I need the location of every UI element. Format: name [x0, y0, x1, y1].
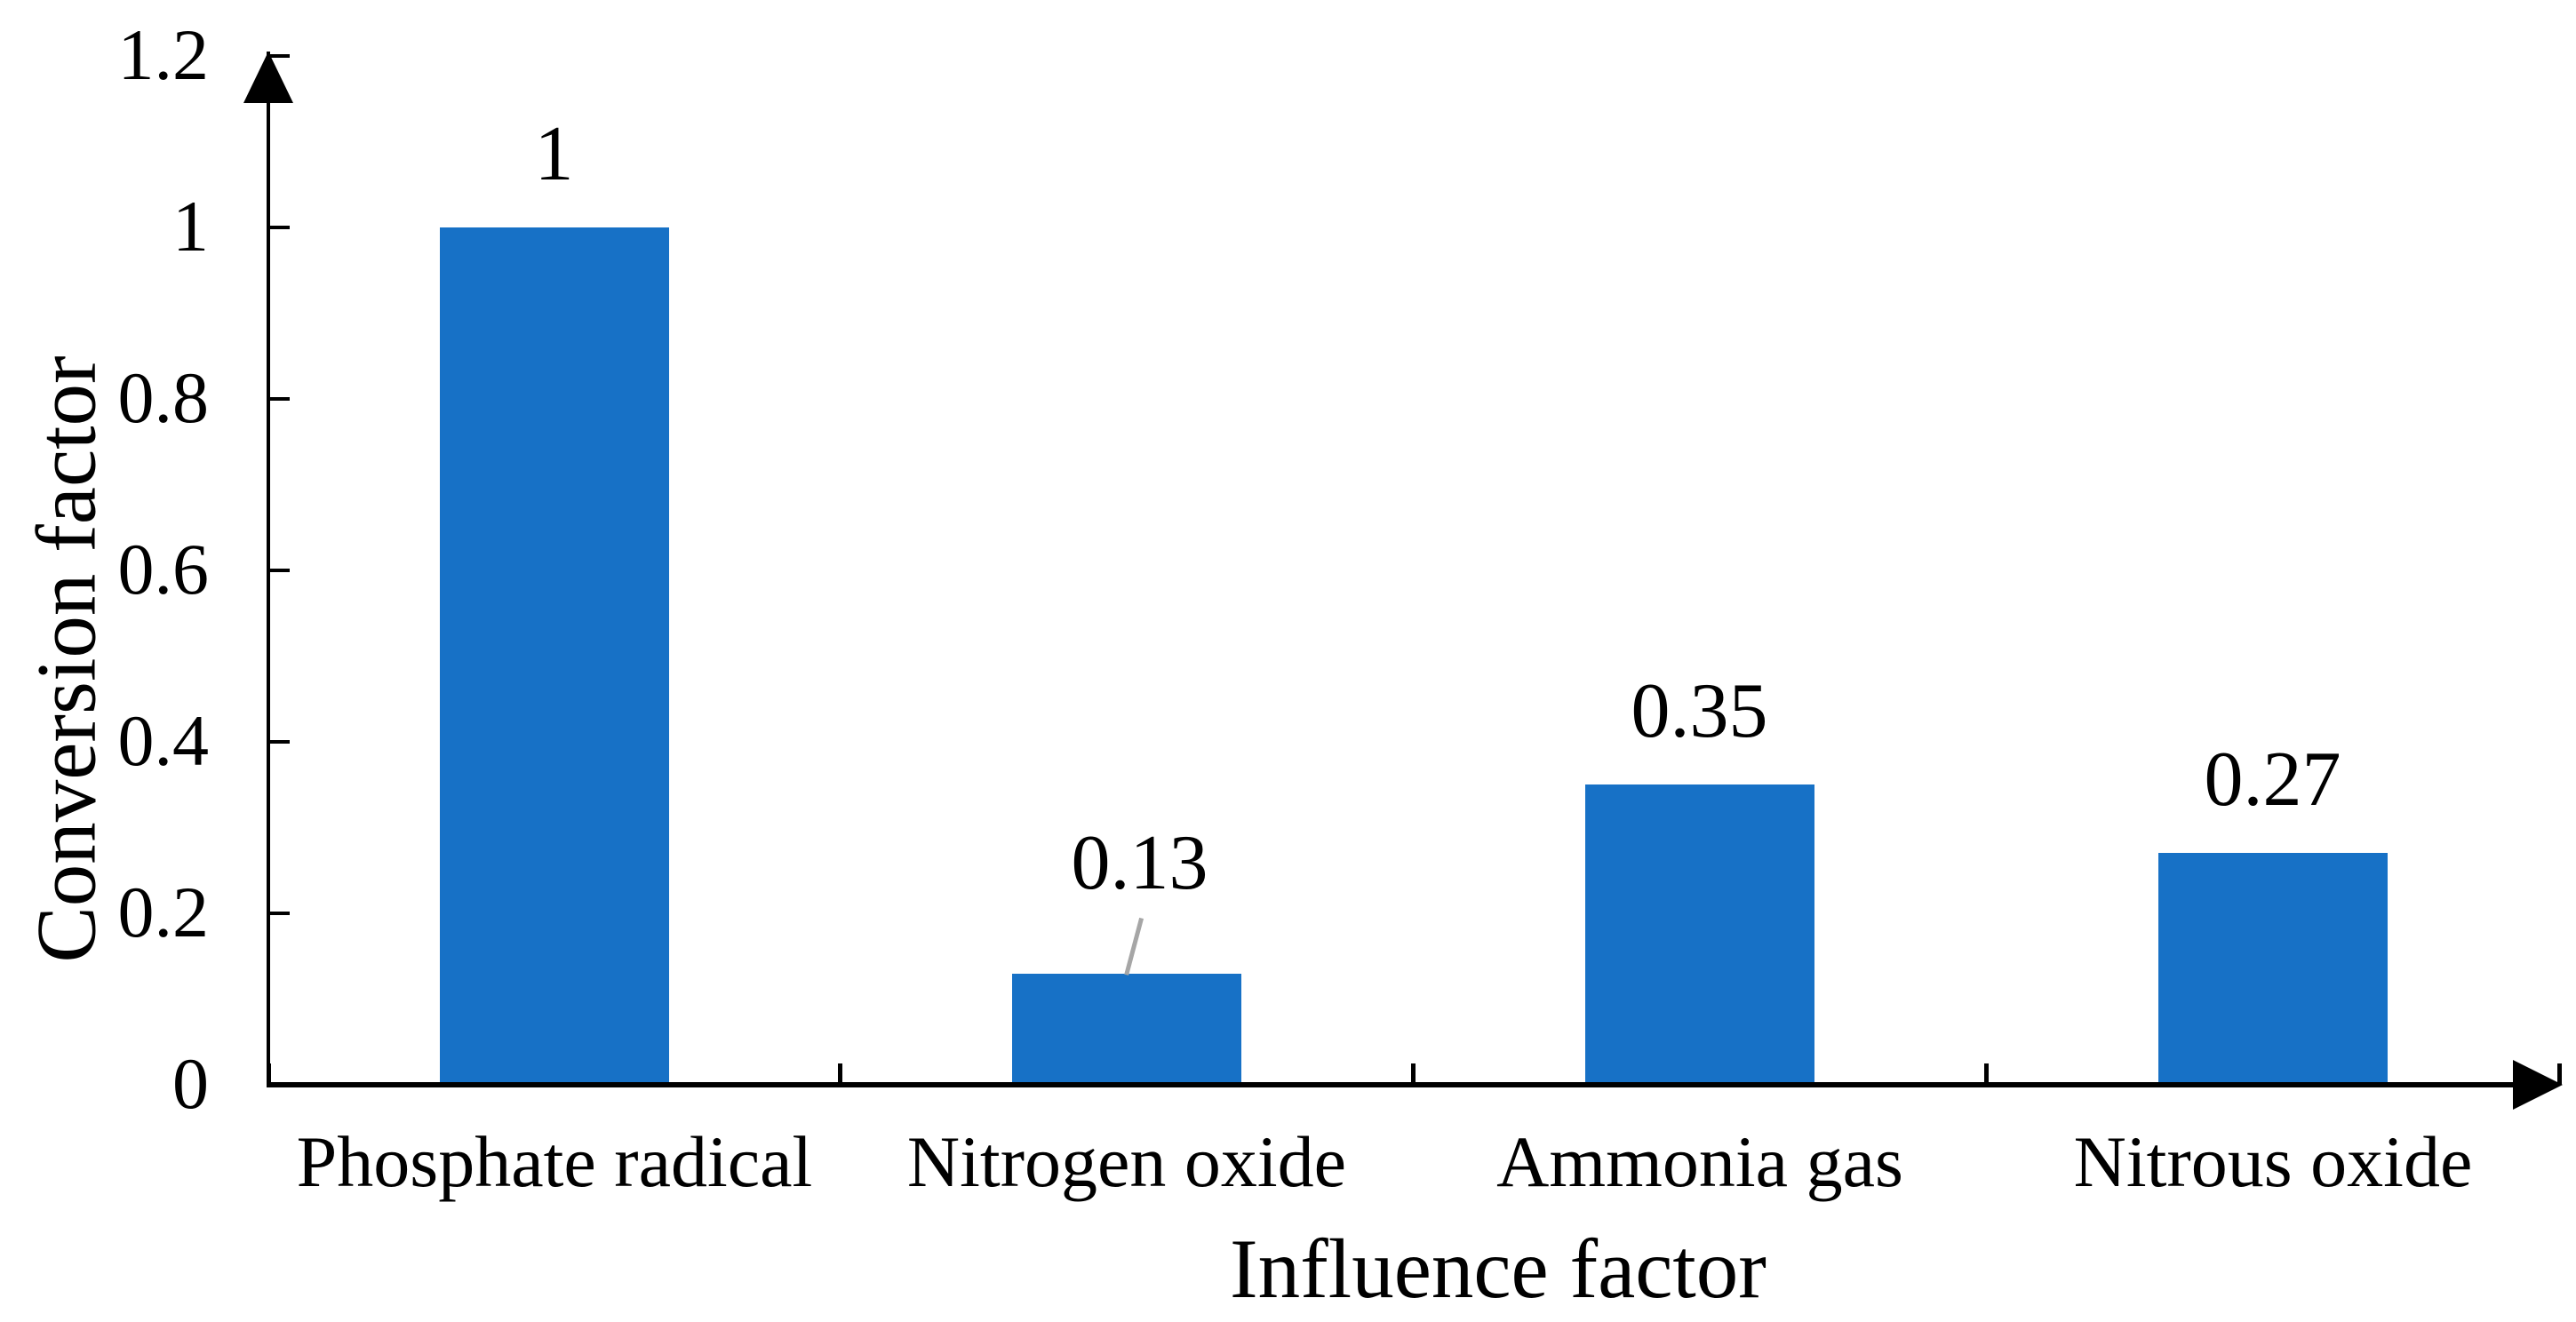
x-category-label: Nitrogen oxide — [906, 1121, 1347, 1202]
bar-nitrous-oxide — [2157, 853, 2388, 1084]
x-tick — [1411, 1063, 1416, 1085]
x-axis-arrow-icon — [2513, 1060, 2563, 1110]
x-category-label: Ammonia gas — [1496, 1121, 1903, 1202]
data-label-leader-line — [1124, 917, 1144, 976]
bar-data-label: 1 — [534, 111, 574, 197]
y-axis-line — [267, 52, 270, 1087]
y-tick-label: 0.6 — [117, 529, 210, 609]
y-tick — [268, 397, 290, 401]
y-tick-label: 0.4 — [117, 700, 210, 781]
x-tick — [1984, 1063, 1989, 1085]
y-axis-arrow-icon — [243, 52, 293, 103]
bar-nitrogen-oxide — [1011, 974, 1241, 1084]
bar-ammonia-gas — [1584, 784, 1814, 1084]
y-tick-label: 1 — [172, 186, 209, 267]
y-tick — [268, 226, 290, 229]
bar-data-label: 0.13 — [1071, 820, 1208, 906]
y-tick-label: 0.2 — [117, 872, 210, 952]
y-tick — [268, 569, 290, 572]
x-category-label: Nitrous oxide — [2073, 1121, 2473, 1202]
y-tick-label: 1.2 — [117, 14, 210, 95]
x-category-label: Phosphate radical — [296, 1121, 813, 1202]
x-axis-title: Influence factor — [1230, 1222, 1767, 1316]
y-tick-label: 0 — [172, 1043, 209, 1124]
x-axis-line — [267, 1082, 2516, 1087]
y-tick — [268, 912, 290, 915]
bar-phosphate-radical — [439, 227, 669, 1084]
y-tick-label: 0.8 — [117, 357, 210, 438]
bar-data-label: 0.35 — [1631, 668, 1768, 754]
x-tick — [838, 1063, 842, 1085]
y-tick — [268, 740, 290, 744]
bar-data-label: 0.27 — [2204, 737, 2341, 823]
